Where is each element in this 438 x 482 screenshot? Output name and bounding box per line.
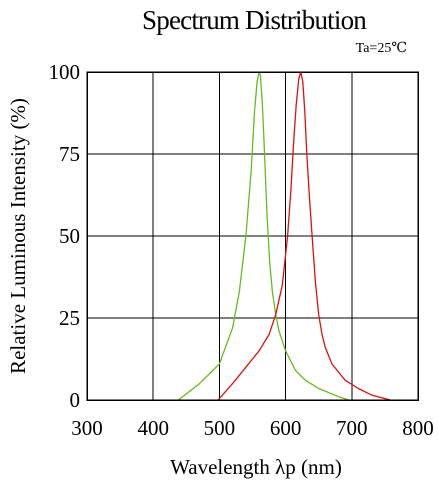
y-tick-label-50: 50 xyxy=(59,224,80,248)
plot-area-border xyxy=(86,71,419,401)
x-tick-label-300: 300 xyxy=(71,416,103,440)
y-tick-label-0: 0 xyxy=(70,388,81,412)
series-layer xyxy=(177,71,391,401)
y-tick-label-25: 25 xyxy=(59,306,80,330)
y-tick-label-75: 75 xyxy=(59,142,80,166)
x-tick-label-500: 500 xyxy=(204,416,236,440)
x-tick-label-600: 600 xyxy=(270,416,302,440)
x-tick-label-700: 700 xyxy=(336,416,368,440)
x-tick-labels: 300 400 500 600 700 800 xyxy=(71,416,434,440)
x-tick-label-800: 800 xyxy=(402,416,434,440)
series-line-1 xyxy=(177,71,350,401)
y-tick-labels: 0 25 50 75 100 xyxy=(49,60,81,412)
x-tick-label-400: 400 xyxy=(137,416,169,440)
chart-subtitle: Ta=25℃ xyxy=(356,41,407,56)
grid-layer xyxy=(87,72,418,400)
chart-title: Spectrum Distribution xyxy=(142,5,367,35)
y-tick-label-100: 100 xyxy=(49,60,81,84)
x-axis-label: Wavelength λp (nm) xyxy=(170,455,342,479)
series-line-2 xyxy=(217,71,391,401)
y-axis-label: Relative Luminous Intensity (%) xyxy=(6,98,30,374)
